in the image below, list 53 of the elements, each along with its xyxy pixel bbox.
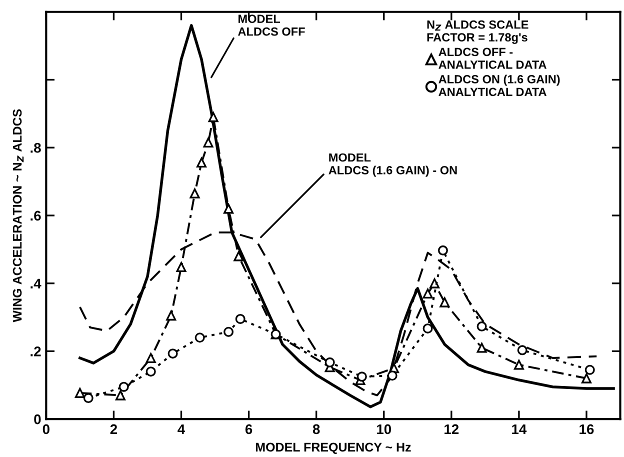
y-tick-label: 0	[34, 414, 41, 424]
point	[356, 372, 367, 382]
point	[203, 138, 214, 148]
point	[440, 297, 450, 308]
x-tick-label: 8	[312, 424, 320, 434]
annotation: MODEL ALDCS OFF	[238, 14, 305, 36]
point	[324, 357, 335, 368]
x-tick-label: 2	[110, 424, 118, 434]
annotation: MODEL ALDCS (1.6 GAIN) - ON	[328, 153, 457, 177]
y-tick-label: .4	[30, 278, 42, 288]
point	[581, 373, 592, 384]
point	[476, 321, 487, 332]
x-tick-label: 0	[42, 424, 50, 434]
point	[422, 288, 433, 299]
point	[146, 352, 156, 363]
point	[194, 332, 205, 343]
y-tick-label: .2	[30, 346, 41, 356]
point	[584, 364, 595, 375]
legend-title: N$_{Z}$ ALDCS SCALE FACTOR = 1.78g's	[427, 20, 528, 44]
y-tick-label: .6	[30, 210, 41, 221]
x-tick-label: 14	[512, 424, 527, 434]
y-axis-title: WING ACCELERATION ~ N$_{Z}$ ALDCS	[12, 109, 24, 322]
point	[118, 382, 129, 392]
point	[387, 370, 398, 381]
point	[168, 348, 178, 359]
legend-label: ALDCS OFF - ANALYTICAL DATA	[438, 48, 546, 69]
x-tick-label: 6	[245, 424, 252, 434]
point	[224, 326, 234, 337]
point	[74, 388, 85, 398]
point	[208, 112, 218, 122]
point	[422, 323, 433, 334]
point	[176, 262, 186, 272]
point	[83, 393, 94, 404]
point	[146, 366, 156, 377]
y-tick-label: .8	[30, 142, 41, 153]
point	[514, 360, 524, 370]
point	[196, 158, 207, 168]
point	[438, 245, 448, 256]
point	[476, 342, 487, 353]
point	[430, 278, 440, 288]
x-tick-label: 4	[178, 424, 186, 434]
point	[234, 251, 244, 262]
point	[115, 390, 126, 400]
x-axis-title: MODEL FREQUENCY ~ Hz	[256, 442, 411, 454]
point	[235, 314, 246, 324]
point	[517, 345, 528, 356]
point	[166, 310, 176, 321]
x-tick-label: 16	[580, 424, 594, 434]
x-tick-label: 12	[444, 424, 459, 434]
x-tick-label: 10	[377, 424, 392, 434]
point	[224, 204, 234, 214]
point	[190, 188, 200, 198]
legend-label: ALDCS ON (1.6 GAIN) ANALYTICAL DATA	[438, 74, 560, 96]
